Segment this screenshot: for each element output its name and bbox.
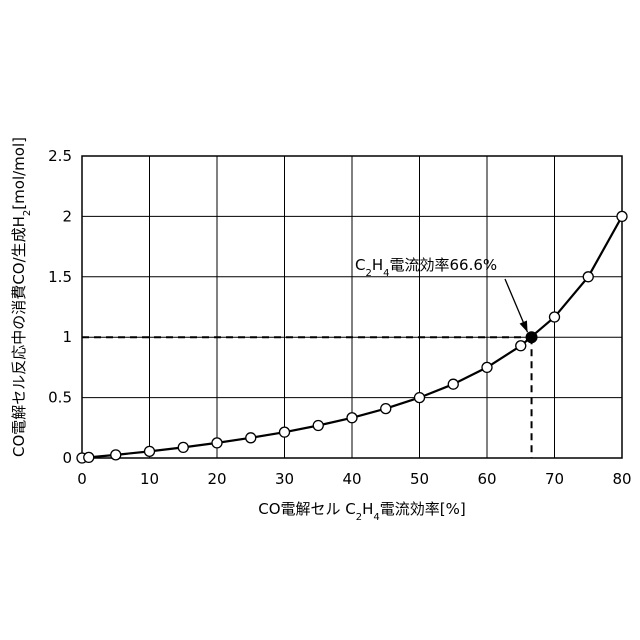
data-point	[482, 362, 492, 372]
data-point	[280, 427, 290, 437]
x-axis-title: CO電解セル C2H4電流効率[%]	[258, 500, 466, 523]
x-tick-label: 80	[612, 470, 631, 488]
y-tick-label: 0.5	[48, 389, 72, 407]
x-tick-labels: 0 10 20 30 40 50 60 70 80	[77, 470, 631, 488]
data-point	[381, 404, 391, 414]
data-point	[178, 442, 188, 452]
x-tick-label: 10	[140, 470, 159, 488]
data-point	[212, 438, 222, 448]
data-point	[448, 379, 458, 389]
data-point	[313, 421, 323, 431]
annotation-label: C2H4電流効率66.6%	[355, 256, 497, 279]
y-tick-labels: 0 0.5 1 1.5 2 2.5	[48, 147, 72, 467]
y-tick-label: 2	[62, 207, 72, 225]
data-point	[84, 452, 94, 462]
data-point	[415, 393, 425, 403]
data-point	[246, 433, 256, 443]
data-point	[550, 312, 560, 322]
y-tick-label: 2.5	[48, 147, 72, 165]
x-tick-label: 0	[77, 470, 87, 488]
x-tick-label: 60	[477, 470, 496, 488]
x-tick-label: 70	[545, 470, 564, 488]
y-tick-label: 1	[62, 328, 72, 346]
y-axis-title: CO電解セル反応中の消費CO/生成H2[mol/mol]	[10, 137, 33, 457]
annotation-arrow-head	[520, 321, 528, 333]
data-point	[347, 413, 357, 423]
highlight-point	[526, 332, 537, 343]
x-tick-label: 30	[275, 470, 294, 488]
y-tick-label: 0	[62, 449, 72, 467]
data-point	[516, 341, 526, 351]
x-tick-label: 20	[207, 470, 226, 488]
data-point	[145, 446, 155, 456]
annotation: C2H4電流効率66.6%	[355, 256, 528, 332]
x-tick-label: 40	[342, 470, 361, 488]
data-point	[111, 450, 121, 460]
data-point	[583, 272, 593, 282]
data-point	[617, 211, 627, 221]
x-tick-label: 50	[410, 470, 429, 488]
y-tick-label: 1.5	[48, 268, 72, 286]
